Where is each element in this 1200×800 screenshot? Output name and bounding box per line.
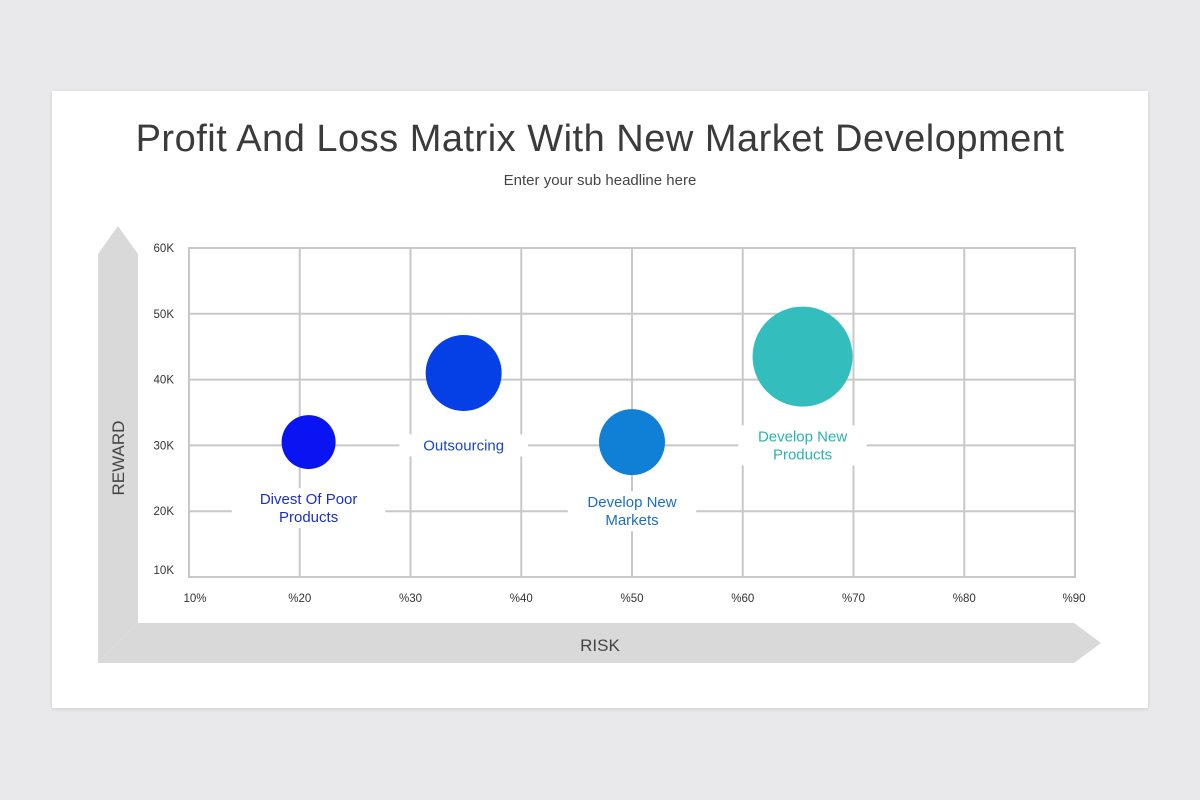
data-label: Products bbox=[773, 446, 832, 463]
data-point bbox=[281, 415, 336, 470]
x-axis-arrow bbox=[98, 623, 1101, 663]
data-label: Products bbox=[279, 509, 338, 526]
x-tick-label: %20 bbox=[288, 593, 311, 605]
x-tick-label: %90 bbox=[1062, 593, 1085, 605]
y-tick-label: 50K bbox=[154, 309, 175, 321]
data-label-bg bbox=[738, 425, 867, 466]
chart-subtitle: Enter your sub headline here bbox=[503, 172, 697, 189]
y-tick-label: 40K bbox=[154, 375, 175, 387]
y-tick-label: 20K bbox=[154, 506, 175, 518]
chart-title: Profit And Loss Matrix With New Market D… bbox=[135, 118, 1065, 160]
y-tick-label: 10K bbox=[154, 565, 175, 577]
y-tick-label: 30K bbox=[154, 440, 175, 452]
data-label: Outsourcing bbox=[423, 437, 504, 454]
data-label-bg bbox=[567, 491, 697, 532]
data-point bbox=[752, 306, 853, 407]
data-label: Divest Of Poor bbox=[260, 491, 358, 508]
data-label: Markets bbox=[605, 512, 658, 529]
x-tick-label: %30 bbox=[399, 593, 422, 605]
x-tick-label: %70 bbox=[842, 593, 865, 605]
x-tick-label: %50 bbox=[620, 593, 643, 605]
data-marks: Divest Of PoorProductsOutsourcingDevelop… bbox=[231, 306, 867, 532]
data-label-bg bbox=[231, 487, 386, 528]
y-tick-label: 60K bbox=[154, 243, 175, 255]
x-tick-label: %60 bbox=[731, 593, 754, 605]
tick-labels: 10% %20 %30 %40 %50 %60 %70 %80 %90 10K 20K 30K 40K 5… bbox=[154, 243, 1086, 605]
data-point bbox=[425, 335, 502, 412]
y-axis-label: REWARD bbox=[109, 421, 128, 496]
y-axis-arrow bbox=[98, 226, 138, 663]
data-point bbox=[599, 409, 665, 476]
x-axis-label: RISK bbox=[580, 636, 620, 655]
data-label: Develop New bbox=[758, 428, 847, 445]
x-tick-label: 10% bbox=[183, 593, 206, 605]
data-label: Develop New bbox=[587, 494, 676, 511]
data-label-bg bbox=[399, 434, 528, 457]
x-tick-label: %40 bbox=[510, 593, 533, 605]
x-tick-label: %80 bbox=[953, 593, 976, 605]
